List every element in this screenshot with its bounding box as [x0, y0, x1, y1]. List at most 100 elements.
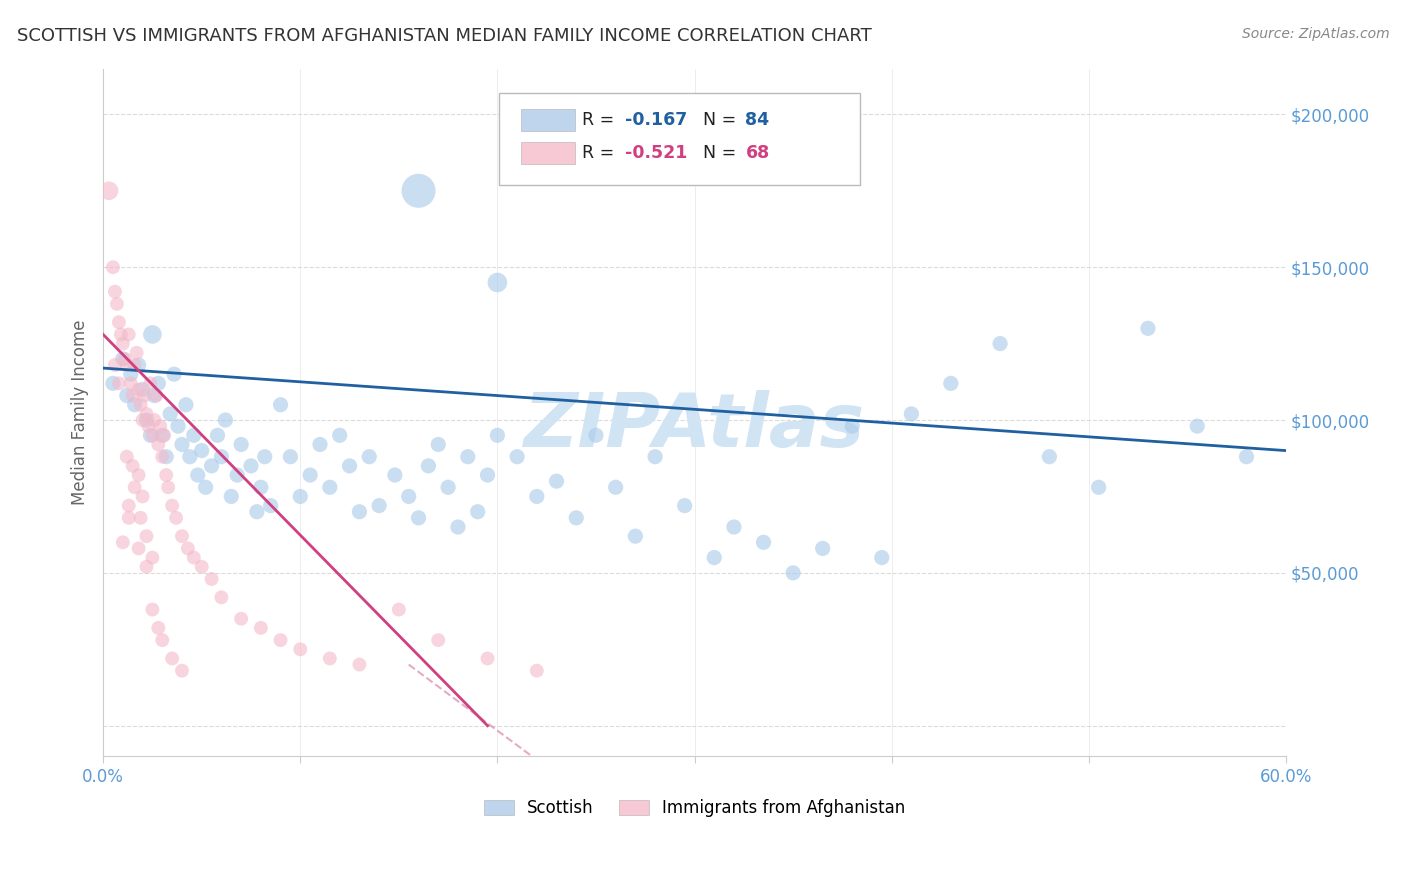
Point: [408, 184, 430, 198]
Point: [111, 535, 134, 549]
Point: [148, 437, 170, 451]
Point: [118, 511, 141, 525]
Point: [174, 398, 197, 412]
Point: [111, 336, 134, 351]
Point: [148, 621, 170, 635]
Point: [118, 327, 141, 342]
Point: [319, 480, 342, 494]
Point: [105, 297, 128, 311]
Point: [290, 642, 312, 657]
Point: [141, 550, 163, 565]
Point: [129, 398, 152, 412]
Point: [183, 550, 205, 565]
Point: [115, 388, 138, 402]
Point: [124, 358, 146, 372]
Point: [200, 572, 222, 586]
Point: [782, 566, 804, 580]
Point: [121, 388, 143, 402]
Point: [153, 428, 176, 442]
Point: [900, 407, 922, 421]
Point: [250, 480, 273, 494]
Point: [209, 450, 232, 464]
Point: [811, 541, 834, 556]
Point: [108, 315, 131, 329]
Point: [988, 336, 1011, 351]
Point: [408, 511, 430, 525]
Point: [104, 358, 127, 372]
Point: [170, 437, 193, 451]
Point: [121, 458, 143, 473]
Point: [190, 559, 212, 574]
Point: [131, 490, 153, 504]
Point: [624, 529, 647, 543]
Point: [190, 443, 212, 458]
Point: [128, 541, 150, 556]
Point: [155, 468, 177, 483]
Text: -0.167: -0.167: [624, 112, 688, 129]
Point: [135, 559, 157, 574]
Point: [260, 499, 283, 513]
Point: [418, 458, 440, 473]
Point: [427, 437, 450, 451]
Point: [155, 450, 177, 464]
Text: R =: R =: [582, 112, 620, 129]
Point: [437, 480, 460, 494]
Point: [163, 367, 186, 381]
Point: [673, 499, 696, 513]
Point: [115, 450, 138, 464]
Point: [145, 388, 167, 402]
Point: [138, 419, 160, 434]
Point: [870, 550, 893, 565]
Point: [280, 450, 302, 464]
Text: 84: 84: [745, 112, 769, 129]
Text: 68: 68: [745, 145, 769, 162]
Point: [110, 327, 132, 342]
Point: [703, 550, 725, 565]
Point: [170, 664, 193, 678]
Point: [101, 260, 124, 275]
Point: [131, 383, 153, 397]
Point: [219, 490, 242, 504]
Point: [229, 437, 252, 451]
Point: [143, 413, 166, 427]
Point: [447, 520, 470, 534]
Point: [359, 450, 381, 464]
Point: [214, 413, 236, 427]
Point: [309, 437, 332, 451]
Point: [319, 651, 342, 665]
Point: [253, 450, 276, 464]
Point: [486, 428, 509, 442]
Legend: Scottish, Immigrants from Afghanistan: Scottish, Immigrants from Afghanistan: [477, 792, 912, 823]
Point: [240, 458, 263, 473]
Point: [457, 450, 479, 464]
Text: ZIPAtlas: ZIPAtlas: [524, 390, 865, 463]
Point: [299, 468, 322, 483]
Point: [165, 511, 187, 525]
Point: [157, 480, 180, 494]
Point: [160, 499, 183, 513]
Point: [200, 458, 222, 473]
Text: R =: R =: [582, 145, 620, 162]
Point: [209, 591, 232, 605]
Point: [148, 376, 170, 391]
Point: [226, 468, 249, 483]
Text: SCOTTISH VS IMMIGRANTS FROM AFGHANISTAN MEDIAN FAMILY INCOME CORRELATION CHART: SCOTTISH VS IMMIGRANTS FROM AFGHANISTAN …: [17, 27, 872, 45]
Point: [526, 664, 548, 678]
Point: [270, 398, 292, 412]
Point: [108, 376, 131, 391]
Point: [128, 383, 150, 397]
Point: [506, 450, 529, 464]
Point: [104, 285, 127, 299]
Point: [1187, 419, 1209, 434]
Point: [150, 428, 173, 442]
Point: [207, 428, 229, 442]
Point: [644, 450, 666, 464]
Point: [1236, 450, 1258, 464]
Point: [128, 468, 150, 483]
FancyBboxPatch shape: [499, 93, 860, 186]
Point: [939, 376, 962, 391]
Point: [229, 612, 252, 626]
FancyBboxPatch shape: [520, 142, 575, 164]
Point: [125, 346, 148, 360]
Point: [194, 480, 217, 494]
